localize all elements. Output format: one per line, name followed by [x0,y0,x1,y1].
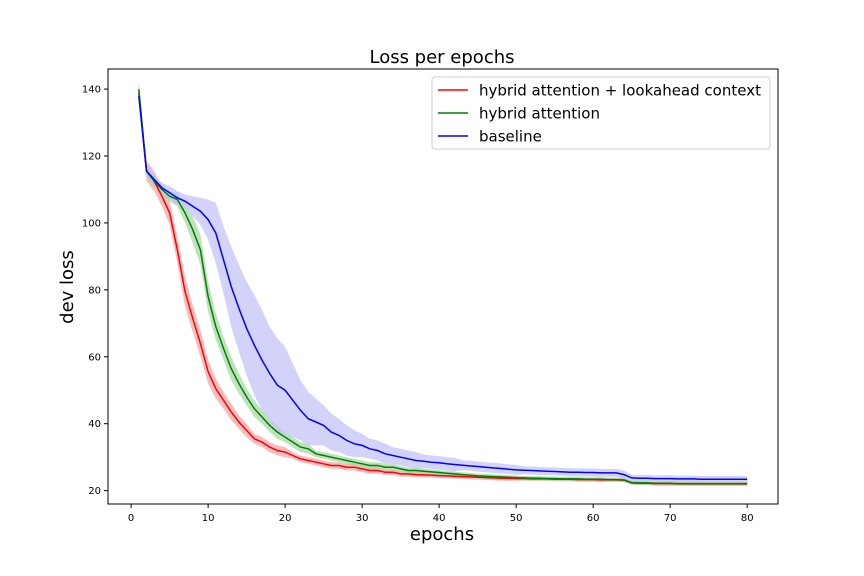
legend-label-0: hybrid attention + lookahead context [479,82,761,100]
legend-label-2: baseline [479,128,542,146]
x-axis-ticks: 0 10 20 30 40 50 60 70 80 [128,504,754,524]
x-tick-label: 20 [279,513,292,524]
chart-title: Loss per epochs [369,47,514,68]
line-series-2 [138,95,748,480]
x-tick-label: 10 [202,513,215,524]
series-lines [138,89,748,485]
x-tick-label: 60 [587,513,600,524]
line-series-1 [138,89,748,485]
band-series-2 [138,89,748,483]
y-tick-label: 40 [88,419,101,430]
y-tick-label: 140 [82,85,101,96]
x-tick-label: 30 [356,513,369,524]
confidence-bands [138,82,748,486]
x-tick-label: 70 [664,513,677,524]
legend-box [431,76,771,150]
y-tick-label: 60 [88,352,101,363]
plot-area-frame [107,68,779,505]
y-axis-label: dev loss [57,250,78,324]
y-tick-label: 20 [88,486,101,497]
x-tick-label: 80 [741,513,754,524]
y-axis-ticks: 20 40 60 80 100 120 140 [82,85,108,497]
x-tick-label: 40 [433,513,446,524]
x-tick-label: 50 [510,513,523,524]
y-tick-label: 100 [82,218,101,229]
x-axis-label: epochs [410,524,474,545]
legend: hybrid attention + lookahead context hybr… [431,76,771,150]
y-tick-label: 120 [82,152,101,163]
x-tick-label: 0 [128,513,134,524]
legend-label-1: hybrid attention [479,105,600,123]
y-tick-label: 80 [88,285,101,296]
